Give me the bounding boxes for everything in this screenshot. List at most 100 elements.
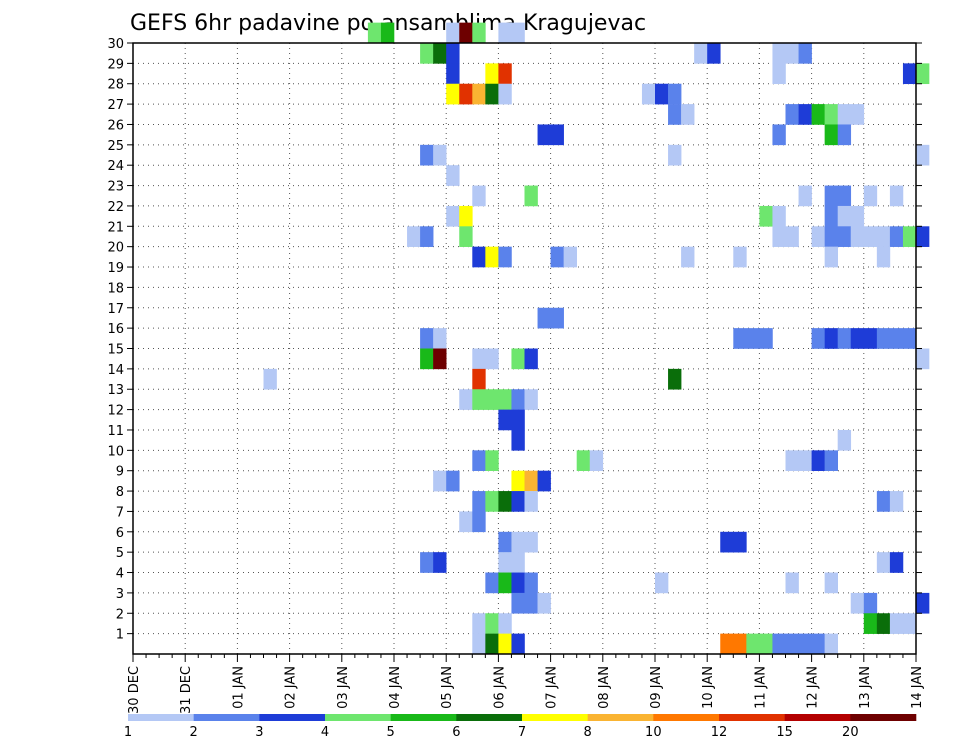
- legend-label: 3: [255, 725, 263, 740]
- data-cell: [472, 246, 486, 268]
- data-cell: [485, 613, 499, 634]
- data-cell: [524, 491, 538, 512]
- data-cell: [811, 226, 825, 247]
- data-cell: [681, 104, 695, 125]
- data-cell: [720, 633, 747, 655]
- data-cell: [916, 592, 930, 614]
- data-cell: [472, 368, 486, 390]
- data-cell: [641, 83, 656, 105]
- y-tick-label: 20: [107, 241, 124, 256]
- y-tick-label: 19: [107, 261, 124, 276]
- legend-label: 8: [584, 725, 592, 740]
- y-tick-label: 2: [116, 607, 124, 622]
- data-cell: [472, 450, 486, 471]
- data-cell: [446, 43, 460, 64]
- data-cell: [459, 205, 473, 227]
- data-cell: [524, 389, 538, 410]
- data-cell: [785, 572, 799, 594]
- y-tick-label: 4: [116, 567, 124, 582]
- y-tick-label: 7: [116, 505, 124, 520]
- data-cell: [837, 104, 865, 125]
- data-cell: [889, 226, 904, 247]
- data-cell: [916, 226, 930, 247]
- data-cell: [863, 185, 878, 207]
- data-cell: [472, 613, 486, 634]
- data-cell: [916, 348, 930, 370]
- y-tick-label: 25: [107, 139, 124, 154]
- data-cell: [876, 226, 891, 247]
- data-cell: [837, 205, 865, 227]
- x-tick-label: 04 JAN: [388, 666, 403, 709]
- data-cell: [446, 165, 460, 186]
- data-cell: [420, 226, 434, 247]
- data-cell: [824, 104, 838, 125]
- data-cell: [472, 491, 486, 512]
- y-tick-label: 5: [116, 546, 124, 561]
- data-cell: [668, 368, 682, 390]
- data-cells: [263, 22, 930, 655]
- data-cell: [811, 328, 825, 349]
- data-cell: [498, 491, 512, 512]
- y-tick-label: 6: [116, 526, 124, 541]
- data-cell: [407, 226, 421, 247]
- data-cell: [433, 144, 447, 166]
- legend-label: 4: [321, 725, 329, 740]
- data-cell: [772, 633, 825, 655]
- legend-swatch: [325, 714, 391, 721]
- legend-swatch: [784, 714, 851, 721]
- data-cell: [824, 226, 852, 247]
- y-tick-label: 10: [107, 444, 124, 459]
- legend-label: 10: [645, 725, 662, 740]
- data-cell: [863, 592, 878, 614]
- y-tick-label: 29: [107, 57, 124, 72]
- data-cell: [837, 429, 852, 451]
- data-cell: [511, 572, 525, 594]
- data-cell: [694, 43, 708, 64]
- data-cell: [459, 511, 473, 533]
- y-tick-label: 27: [107, 98, 124, 113]
- data-cell: [655, 572, 669, 594]
- data-cell: [485, 83, 499, 105]
- y-tick-label: 28: [107, 78, 124, 93]
- data-cell: [824, 185, 852, 207]
- x-tick-label: 09 JAN: [649, 666, 664, 709]
- data-cell: [824, 205, 838, 227]
- data-cell: [485, 491, 499, 512]
- data-cell: [472, 511, 486, 533]
- data-cell: [811, 450, 825, 471]
- data-cell: [511, 470, 525, 492]
- data-cell: [459, 226, 473, 247]
- data-cell: [485, 246, 499, 268]
- legend-swatch: [128, 714, 194, 721]
- data-cell: [511, 592, 538, 614]
- data-cell: [420, 43, 434, 64]
- color-legend: 1 2 3 4 5 6 7 8 10 12 15 20: [124, 714, 917, 740]
- data-cell: [537, 470, 551, 492]
- data-cell: [876, 491, 891, 512]
- data-cell: [459, 389, 473, 410]
- data-cell: [668, 83, 682, 105]
- data-cell: [498, 613, 512, 634]
- x-tick-label: 10 JAN: [701, 666, 716, 709]
- data-cell: [459, 83, 473, 105]
- data-cell: [550, 246, 564, 268]
- x-tick-label: 13 JAN: [858, 666, 873, 709]
- data-cell: [576, 450, 591, 471]
- data-cell: [446, 83, 460, 105]
- data-cell: [511, 633, 525, 655]
- legend-swatch: [522, 714, 588, 721]
- data-cell: [707, 43, 721, 64]
- y-tick-label: 13: [107, 383, 124, 398]
- data-cell: [720, 531, 747, 553]
- data-cell: [472, 185, 486, 207]
- data-cell: [785, 450, 812, 471]
- legend-label: 20: [842, 725, 859, 740]
- data-cell: [524, 572, 538, 594]
- data-cell: [537, 592, 551, 614]
- x-tick-label: 14 JAN: [910, 666, 925, 709]
- data-cell: [798, 185, 812, 207]
- data-cell: [681, 246, 695, 268]
- data-cell: [563, 246, 577, 268]
- data-cell: [472, 348, 499, 370]
